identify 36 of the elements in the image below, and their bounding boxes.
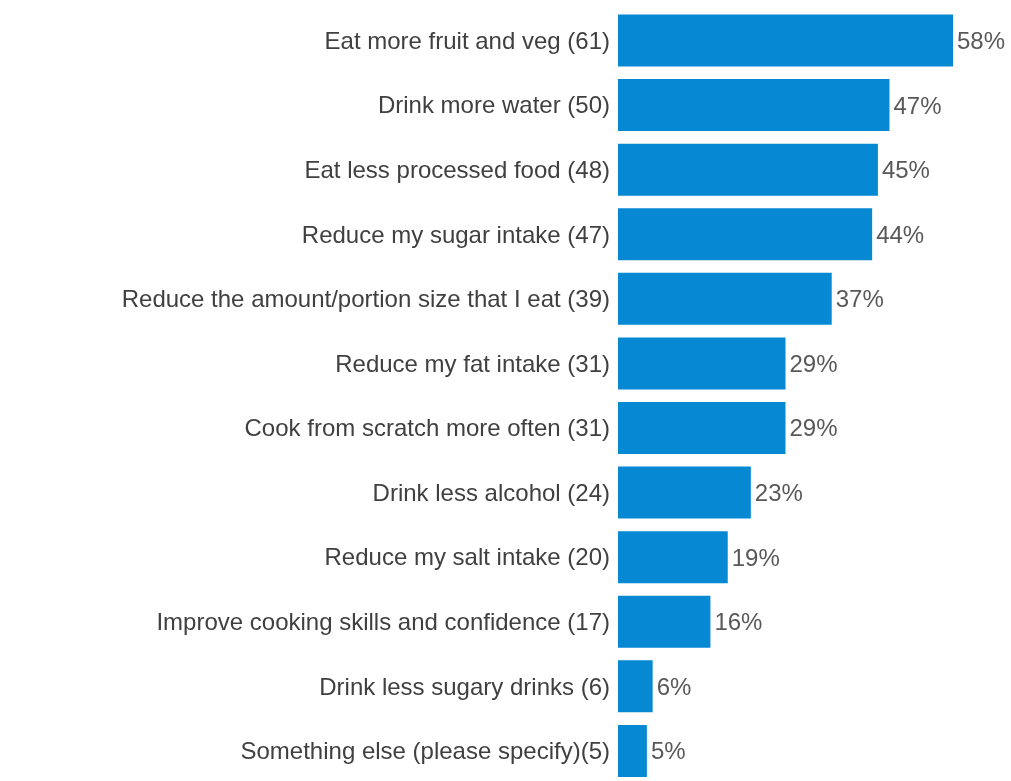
data-label: 47% bbox=[893, 91, 942, 119]
data-label: 44% bbox=[876, 220, 925, 248]
y-tick-label: Reduce the amount/portion size that I eat (39) bbox=[121, 285, 610, 313]
bar bbox=[618, 272, 832, 325]
y-tick-label: Drink less sugary drinks (6) bbox=[319, 672, 610, 700]
y-tick-label: Something else (please specify)(5) bbox=[240, 737, 610, 765]
bar bbox=[618, 531, 728, 584]
data-label: 5% bbox=[650, 737, 686, 765]
y-tick-label: Improve cooking skills and confidence (17) bbox=[156, 608, 610, 636]
bar bbox=[618, 724, 647, 777]
data-label: 19% bbox=[731, 543, 780, 571]
bar bbox=[618, 208, 873, 261]
data-label: 45% bbox=[881, 156, 930, 184]
y-tick-label: Eat less processed food (48) bbox=[304, 155, 610, 183]
data-label: 29% bbox=[789, 414, 838, 442]
data-label: 16% bbox=[714, 608, 763, 636]
y-tick-label: Reduce my fat intake (31) bbox=[335, 349, 610, 377]
bar bbox=[618, 401, 786, 454]
bar bbox=[618, 79, 890, 132]
bar bbox=[618, 143, 878, 196]
data-label: 6% bbox=[656, 672, 692, 700]
y-tick-label: Reduce my sugar intake (47) bbox=[301, 220, 610, 248]
data-label: 29% bbox=[789, 349, 838, 377]
y-tick-label: Drink less alcohol (24) bbox=[372, 478, 610, 506]
bar bbox=[618, 14, 953, 67]
y-tick-label: Reduce my salt intake (20) bbox=[324, 543, 610, 571]
data-label: 58% bbox=[957, 26, 1006, 54]
y-tick-label: Cook from scratch more often (31) bbox=[244, 414, 610, 442]
bar bbox=[618, 660, 653, 713]
data-label: 37% bbox=[835, 285, 884, 313]
bar bbox=[618, 466, 751, 519]
y-tick-label: Drink more water (50) bbox=[377, 91, 610, 119]
bar bbox=[618, 595, 711, 648]
y-tick-label: Eat more fruit and veg (61) bbox=[324, 26, 610, 54]
data-label: 23% bbox=[754, 479, 803, 507]
bar bbox=[618, 337, 786, 390]
